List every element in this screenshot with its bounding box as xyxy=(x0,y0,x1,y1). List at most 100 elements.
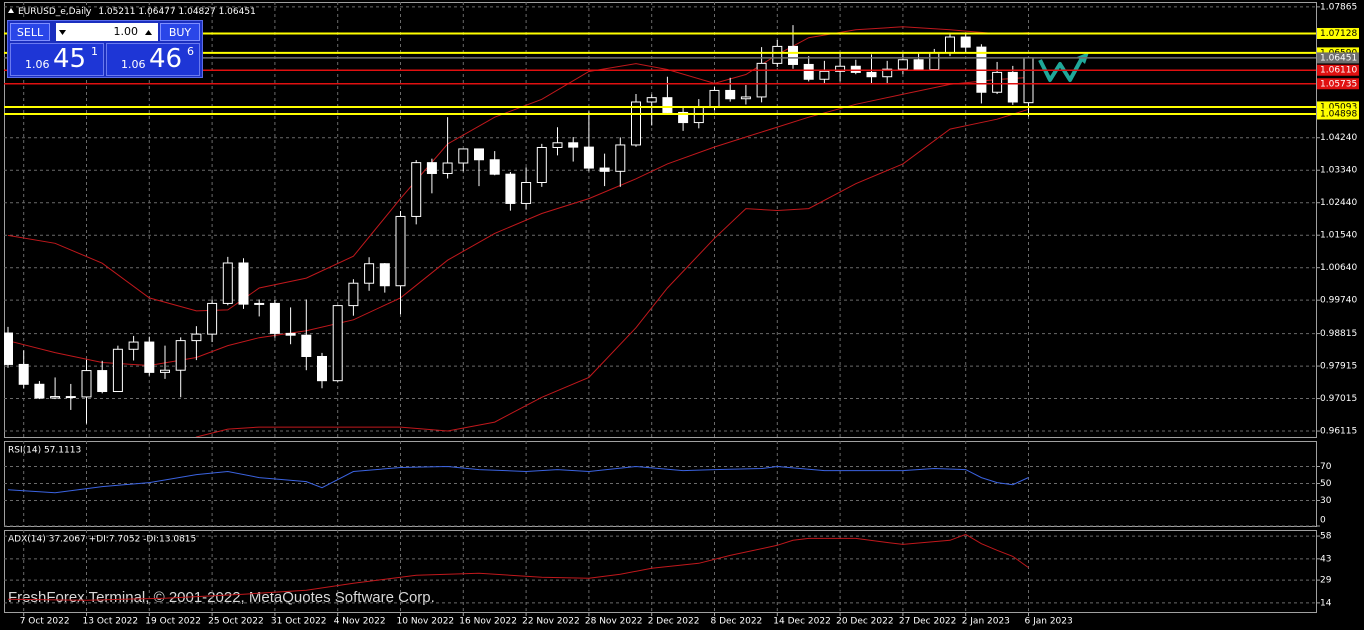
candle-body xyxy=(960,36,971,48)
candle-body xyxy=(254,302,265,305)
y-tick-label: 0.98815 xyxy=(1320,329,1357,339)
x-tick-label: 20 Dec 2022 xyxy=(836,617,894,627)
y-tick-label: 0.97015 xyxy=(1320,394,1357,404)
candle-body xyxy=(803,63,814,80)
level-label: 1.05093 xyxy=(1320,102,1357,112)
candle-body xyxy=(866,71,877,78)
candle-body xyxy=(348,282,359,307)
sell-price[interactable]: 1.06 45 1 xyxy=(10,43,104,76)
x-tick-label: 10 Nov 2022 xyxy=(397,617,455,627)
x-tick-label: 14 Dec 2022 xyxy=(773,617,831,627)
lot-up[interactable] xyxy=(144,27,154,37)
candle-body xyxy=(772,45,783,64)
level-label: 1.06110 xyxy=(1320,66,1357,76)
candle-body xyxy=(505,173,516,204)
x-tick-label: 22 Nov 2022 xyxy=(522,617,580,627)
candle-body xyxy=(18,363,29,385)
y-tick-label: 1.01540 xyxy=(1320,231,1357,241)
adx-frame xyxy=(4,530,1317,613)
candle-body xyxy=(442,162,453,174)
candle-body xyxy=(568,142,579,148)
y-tick-label: 14 xyxy=(1320,598,1332,608)
candle-body xyxy=(552,142,563,148)
candle-body xyxy=(740,96,751,100)
candle-body xyxy=(631,101,641,146)
x-tick-label: 27 Dec 2022 xyxy=(899,617,957,627)
candle-body xyxy=(850,65,861,73)
x-tick-label: 2 Jan 2023 xyxy=(962,617,1010,627)
candle-body xyxy=(1007,71,1018,103)
rsi-title: RSI(14) 57.1113 xyxy=(8,446,81,456)
candle-body xyxy=(97,370,108,393)
candle-body xyxy=(332,305,343,382)
candle-body xyxy=(599,167,610,172)
band-line xyxy=(195,108,1029,437)
candle-body xyxy=(34,383,45,399)
candle-body xyxy=(536,146,547,183)
y-tick-label: 0.96115 xyxy=(1320,427,1357,437)
y-tick-label: 58 xyxy=(1320,532,1332,542)
candle-body xyxy=(646,97,657,103)
level-label: 1.06451 xyxy=(1320,53,1357,63)
candle-body xyxy=(128,341,139,350)
candle-body xyxy=(521,181,532,204)
candle-body xyxy=(725,89,736,100)
candle-body xyxy=(379,263,390,287)
candle-body xyxy=(144,341,155,373)
candle-body xyxy=(175,340,186,371)
y-tick-label: 30 xyxy=(1320,496,1332,506)
candle-body xyxy=(662,97,673,113)
candle-body xyxy=(709,89,720,108)
candle-body xyxy=(81,370,92,398)
candle-body xyxy=(4,332,13,365)
open-value: 1.05211 xyxy=(98,7,135,17)
plot-area xyxy=(4,25,1034,437)
y-tick-label: 1.07865 xyxy=(1320,3,1357,13)
lot-input[interactable]: 1.00 xyxy=(56,23,158,41)
buy-price[interactable]: 1.06 46 6 xyxy=(106,43,200,76)
candle-body xyxy=(207,302,218,335)
candle-body xyxy=(897,59,908,70)
sell-button[interactable]: SELL xyxy=(10,23,50,41)
x-tick-label: 16 Nov 2022 xyxy=(459,617,517,627)
y-tick-label: 1.00640 xyxy=(1320,263,1357,273)
x-tick-label: 7 Oct 2022 xyxy=(20,617,70,627)
x-tick-label: 19 Oct 2022 xyxy=(145,617,201,627)
candle-body xyxy=(945,36,955,54)
y-tick-label: 1.02440 xyxy=(1320,198,1357,208)
candle-body xyxy=(992,71,1003,93)
lot-down[interactable] xyxy=(58,27,68,37)
candle-body xyxy=(50,396,61,399)
chart-header: EURUSD_e,Daily 1.05211 1.06477 1.04827 1… xyxy=(18,7,256,17)
candle-body xyxy=(835,65,846,72)
indicator-line xyxy=(7,533,1029,601)
candle-body xyxy=(489,159,500,175)
candle-body xyxy=(426,162,437,174)
candle-body xyxy=(929,52,940,71)
level-label-bg xyxy=(1317,108,1359,120)
candle-body xyxy=(583,146,594,169)
y-tick-label: 29 xyxy=(1320,576,1332,586)
x-tick-label: 31 Oct 2022 xyxy=(271,617,327,627)
candle-body xyxy=(364,263,375,284)
collapse-icon[interactable] xyxy=(8,8,14,13)
level-label-bg xyxy=(1317,78,1359,90)
candle-body xyxy=(819,70,830,80)
candle-body xyxy=(301,334,312,357)
buy-pips: 46 xyxy=(149,44,183,74)
candle-body xyxy=(238,262,249,305)
level-label-bg xyxy=(1317,52,1359,64)
candle-body xyxy=(788,45,798,65)
candle-body xyxy=(269,302,280,334)
candle-body xyxy=(160,369,170,373)
candle-body xyxy=(191,333,202,342)
y-tick-label: 50 xyxy=(1320,479,1332,489)
candle-body xyxy=(882,68,893,78)
band-line xyxy=(7,77,1029,367)
candle-body xyxy=(913,59,924,71)
wave-annotation xyxy=(1038,57,1084,82)
candle-body xyxy=(678,111,689,124)
buy-button[interactable]: BUY xyxy=(160,23,200,41)
